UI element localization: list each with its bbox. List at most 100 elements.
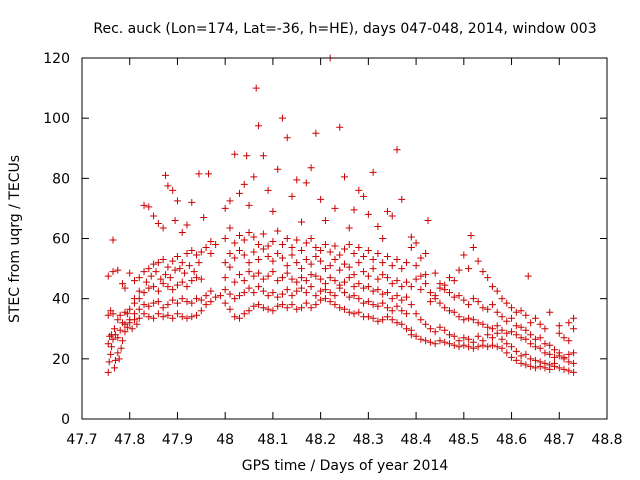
data-point bbox=[450, 308, 458, 316]
data-point bbox=[436, 280, 444, 288]
data-point bbox=[503, 349, 511, 357]
data-point bbox=[536, 358, 544, 366]
data-point bbox=[417, 254, 425, 262]
data-point bbox=[274, 165, 282, 173]
data-point bbox=[398, 283, 406, 291]
data-point bbox=[455, 313, 463, 321]
data-point bbox=[169, 296, 177, 304]
data-point bbox=[369, 301, 377, 309]
data-point bbox=[116, 311, 124, 319]
data-point bbox=[360, 268, 368, 276]
data-point bbox=[321, 280, 329, 288]
data-point bbox=[164, 311, 172, 319]
data-point bbox=[503, 340, 511, 348]
data-point bbox=[488, 341, 496, 349]
data-point bbox=[541, 340, 549, 348]
data-point bbox=[204, 170, 212, 178]
data-point bbox=[274, 250, 282, 258]
data-point bbox=[140, 289, 148, 297]
data-point bbox=[551, 346, 558, 354]
data-point bbox=[221, 299, 229, 307]
data-point bbox=[317, 287, 325, 295]
data-point bbox=[350, 283, 358, 291]
data-point bbox=[446, 307, 453, 315]
data-point bbox=[431, 340, 439, 348]
data-point bbox=[264, 242, 272, 250]
data-point bbox=[469, 244, 477, 252]
data-point bbox=[341, 289, 348, 297]
data-point bbox=[441, 304, 449, 312]
x-tick-label: 47.7 bbox=[66, 432, 97, 448]
data-point bbox=[250, 248, 258, 256]
data-point bbox=[570, 368, 578, 376]
data-point bbox=[231, 313, 239, 321]
data-point bbox=[283, 235, 291, 242]
data-point bbox=[465, 343, 473, 351]
data-point bbox=[512, 356, 520, 364]
data-point bbox=[154, 310, 162, 318]
data-point bbox=[298, 247, 306, 255]
data-point bbox=[109, 268, 117, 276]
data-point bbox=[469, 295, 477, 303]
data-point bbox=[431, 328, 439, 336]
data-point bbox=[317, 247, 325, 255]
data-point bbox=[150, 299, 158, 307]
data-point bbox=[369, 256, 377, 264]
data-point bbox=[431, 292, 439, 300]
data-point bbox=[412, 310, 420, 318]
data-point bbox=[383, 253, 391, 261]
data-point bbox=[426, 325, 434, 333]
data-point bbox=[469, 338, 477, 346]
data-point bbox=[312, 129, 320, 137]
data-point bbox=[288, 192, 296, 200]
data-point bbox=[565, 319, 573, 327]
data-point bbox=[498, 295, 506, 303]
data-point bbox=[259, 287, 267, 295]
data-point bbox=[446, 274, 453, 282]
data-point bbox=[109, 310, 117, 318]
data-point bbox=[212, 241, 220, 249]
data-point bbox=[383, 289, 391, 297]
data-point bbox=[108, 343, 116, 351]
data-point bbox=[379, 316, 387, 324]
data-point bbox=[119, 319, 127, 327]
data-point bbox=[527, 340, 535, 348]
data-point bbox=[555, 329, 563, 337]
data-point bbox=[412, 275, 420, 283]
data-point bbox=[255, 122, 263, 130]
data-point bbox=[426, 338, 434, 346]
data-point bbox=[259, 152, 267, 160]
data-point bbox=[264, 253, 272, 261]
data-point bbox=[207, 287, 215, 295]
plot-frame bbox=[81, 57, 608, 420]
data-point bbox=[193, 251, 201, 259]
data-point bbox=[374, 302, 382, 310]
data-point bbox=[259, 245, 267, 253]
data-point bbox=[111, 331, 119, 339]
data-point bbox=[441, 326, 449, 334]
data-point bbox=[226, 290, 234, 298]
x-tick-label: 48.4 bbox=[401, 432, 432, 448]
data-point bbox=[336, 304, 344, 312]
data-point bbox=[245, 268, 253, 276]
data-point bbox=[307, 304, 315, 312]
data-point bbox=[350, 206, 358, 214]
data-point bbox=[517, 307, 525, 315]
data-point bbox=[417, 272, 425, 280]
data-point bbox=[469, 344, 477, 352]
data-point bbox=[484, 343, 492, 351]
data-point bbox=[183, 298, 191, 306]
data-point bbox=[360, 253, 368, 261]
data-point bbox=[493, 287, 501, 295]
data-point bbox=[145, 302, 153, 310]
data-point bbox=[195, 170, 203, 178]
data-point bbox=[403, 278, 411, 286]
data-point bbox=[104, 272, 112, 280]
data-point bbox=[150, 260, 158, 268]
data-point bbox=[465, 265, 473, 273]
data-point bbox=[383, 313, 391, 321]
data-point bbox=[173, 197, 181, 205]
data-point bbox=[493, 343, 501, 351]
data-point bbox=[503, 317, 511, 325]
